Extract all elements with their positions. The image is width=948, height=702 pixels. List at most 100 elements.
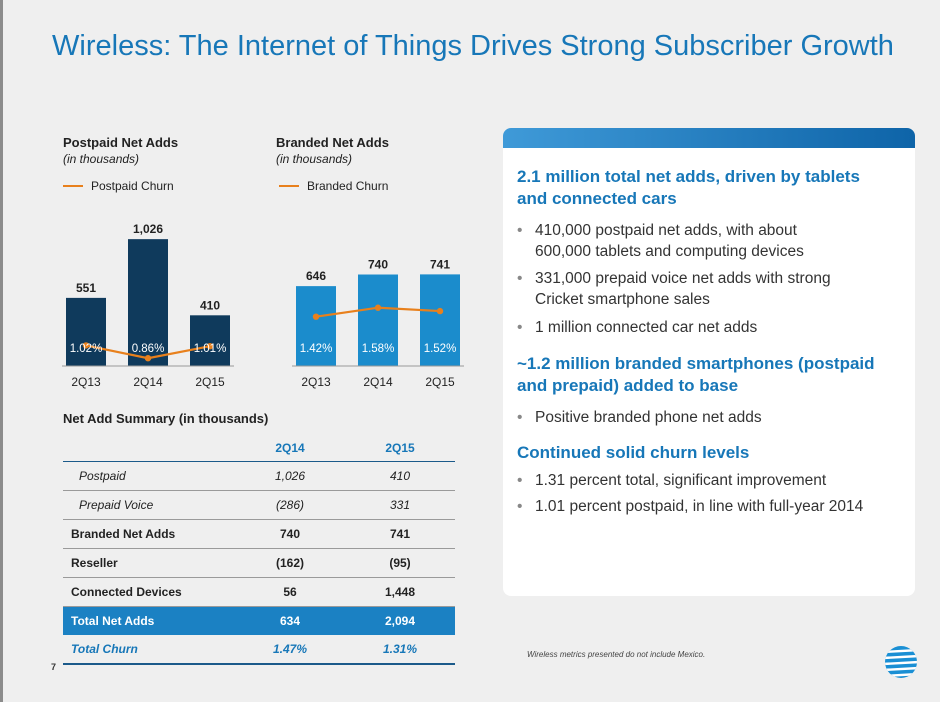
legend-line-swatch bbox=[63, 185, 83, 187]
x-tick-label: 2Q14 bbox=[363, 375, 393, 389]
row-value: 1,026 bbox=[235, 461, 345, 491]
table-header-blank bbox=[63, 434, 235, 462]
churn-value-label: 1.58% bbox=[362, 343, 395, 355]
bar-value-label: 551 bbox=[76, 281, 96, 295]
bar bbox=[66, 297, 106, 366]
row-label: Connected Devices bbox=[63, 577, 235, 607]
row-value: 331 bbox=[345, 490, 455, 520]
bar bbox=[128, 239, 168, 366]
churn-value-label: 0.86% bbox=[132, 343, 165, 355]
att-globe-icon bbox=[885, 646, 917, 678]
bullet-item: • 1.01 percent postpaid, in line with ful… bbox=[517, 496, 863, 517]
churn-point bbox=[436, 307, 444, 315]
page-number: 7 bbox=[51, 662, 57, 672]
bar-value-label: 410 bbox=[200, 298, 220, 312]
bullet-item: • 410,000 postpaid net adds, with about 6… bbox=[517, 220, 804, 262]
panel-heading: ~1.2 million branded smartphones (postpa… bbox=[517, 353, 875, 397]
row-label: Reseller bbox=[63, 548, 235, 578]
bullet-text: 1.31 percent total, significant improvem… bbox=[535, 472, 827, 489]
row-label: Prepaid Voice bbox=[63, 490, 235, 520]
table-header-2q14: 2Q14 bbox=[235, 434, 345, 462]
bullet-text: Cricket smartphone sales bbox=[535, 291, 710, 308]
branded-chart-subtitle: (in thousands) bbox=[276, 152, 353, 166]
bullet-text: 1.01 percent postpaid, in line with full… bbox=[535, 498, 864, 515]
heading-line: ~1.2 million branded smartphones (postpa… bbox=[517, 354, 875, 373]
x-tick-label: 2Q15 bbox=[195, 375, 225, 389]
row-value: 2,094 bbox=[345, 606, 455, 635]
net-add-summary-table: 2Q14 2Q15 Postpaid 1,026 410 Prepaid Voi… bbox=[63, 434, 455, 665]
postpaid-chart-title: Postpaid Net Adds bbox=[63, 135, 179, 150]
churn-value-label: 1.42% bbox=[300, 343, 333, 355]
branded-net-adds-chart: 646 2Q13 740 2Q14 741 2Q15 1.42% 1.58% 1.52% bbox=[292, 257, 464, 389]
row-value: (286) bbox=[235, 490, 345, 520]
churn-point bbox=[206, 343, 214, 350]
table-row: Postpaid 1,026 410 bbox=[63, 461, 455, 491]
table-row: Prepaid Voice (286) 331 bbox=[63, 490, 455, 520]
churn-point bbox=[374, 304, 382, 311]
row-value: 56 bbox=[235, 577, 345, 607]
bullet-text: 600,000 tablets and computing devices bbox=[535, 243, 804, 260]
panel-heading: Continued solid churn levels bbox=[517, 442, 749, 464]
churn-value-label: 1.01% bbox=[194, 343, 227, 355]
row-label: Branded Net Adds bbox=[63, 519, 235, 549]
postpaid-legend: Postpaid Churn bbox=[63, 179, 174, 193]
bullet-icon: • bbox=[517, 498, 523, 515]
row-value: 634 bbox=[235, 606, 345, 635]
bullet-text: 410,000 postpaid net adds, with about bbox=[535, 222, 797, 239]
bar-value-label: 646 bbox=[306, 269, 326, 283]
heading-line: and connected cars bbox=[517, 189, 677, 208]
churn-point bbox=[82, 342, 90, 349]
page-margin bbox=[940, 0, 948, 702]
row-value: 1.31% bbox=[345, 635, 455, 665]
table-row-total: Total Net Adds 634 2,094 bbox=[63, 606, 455, 635]
branded-legend-label: Branded Churn bbox=[307, 179, 389, 193]
bar-value-label: 1,026 bbox=[133, 222, 163, 236]
x-tick-label: 2Q15 bbox=[425, 375, 455, 389]
table-row-churn: Total Churn 1.47% 1.31% bbox=[63, 635, 455, 665]
bullet-text: 331,000 prepaid voice net adds with stro… bbox=[535, 270, 831, 287]
churn-point bbox=[312, 313, 320, 320]
bullet-item: • 331,000 prepaid voice net adds with str… bbox=[517, 268, 831, 310]
summary-title: Net Add Summary (in thousands) bbox=[63, 411, 269, 426]
panel-header-bar bbox=[503, 128, 915, 148]
table-header-2q15: 2Q15 bbox=[345, 434, 455, 462]
row-value: 410 bbox=[345, 461, 455, 491]
row-value: 741 bbox=[345, 519, 455, 549]
bullet-icon: • bbox=[517, 270, 523, 287]
row-value: (162) bbox=[235, 548, 345, 578]
heading-line: and prepaid) added to base bbox=[517, 376, 739, 395]
footnote: Wireless metrics presented do not includ… bbox=[527, 650, 706, 659]
bullet-item: • Positive branded phone net adds bbox=[517, 407, 762, 428]
panel-heading: 2.1 million total net adds, driven by ta… bbox=[517, 166, 860, 210]
slide-title: Wireless: The Internet of Things Drives … bbox=[52, 30, 894, 62]
bullet-text: Positive branded phone net adds bbox=[535, 409, 762, 426]
bar bbox=[296, 286, 336, 366]
bar bbox=[190, 315, 230, 366]
row-value: (95) bbox=[345, 548, 455, 578]
bar-value-label: 740 bbox=[368, 258, 388, 272]
postpaid-net-adds-chart: 551 2Q13 1,026 2Q14 410 2Q15 1.02% 0.86% 1.01% bbox=[62, 222, 234, 389]
bar bbox=[358, 274, 398, 366]
bullet-icon: • bbox=[517, 222, 523, 239]
churn-point bbox=[144, 355, 152, 362]
highlights-panel: 2.1 million total net adds, driven by ta… bbox=[503, 128, 915, 596]
bar-value-label: 741 bbox=[430, 257, 450, 271]
heading-line: Continued solid churn levels bbox=[517, 443, 750, 462]
row-label: Postpaid bbox=[63, 461, 235, 491]
x-tick-label: 2Q13 bbox=[301, 375, 331, 389]
legend-line-swatch bbox=[279, 185, 299, 187]
table-row: Reseller (162) (95) bbox=[63, 548, 455, 578]
postpaid-chart-subtitle: (in thousands) bbox=[63, 152, 140, 166]
branded-chart-title: Branded Net Adds bbox=[276, 135, 389, 150]
x-tick-label: 2Q13 bbox=[71, 375, 101, 389]
bullet-text: 1 million connected car net adds bbox=[535, 319, 758, 336]
table-header-row: 2Q14 2Q15 bbox=[63, 434, 455, 462]
bullet-item: • 1.31 percent total, significant improve… bbox=[517, 470, 826, 491]
row-value: 1.47% bbox=[235, 635, 345, 665]
table-row: Branded Net Adds 740 741 bbox=[63, 519, 455, 549]
table-row: Connected Devices 56 1,448 bbox=[63, 577, 455, 607]
bullet-icon: • bbox=[517, 409, 523, 426]
bullet-icon: • bbox=[517, 472, 523, 489]
churn-value-label: 1.02% bbox=[70, 343, 103, 355]
